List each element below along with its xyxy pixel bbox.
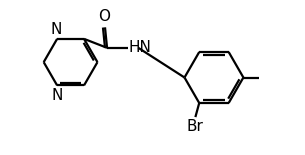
Text: N: N — [51, 22, 62, 37]
Text: N: N — [52, 88, 63, 103]
Text: HN: HN — [129, 40, 152, 55]
Text: Br: Br — [187, 119, 204, 134]
Text: O: O — [99, 9, 110, 24]
